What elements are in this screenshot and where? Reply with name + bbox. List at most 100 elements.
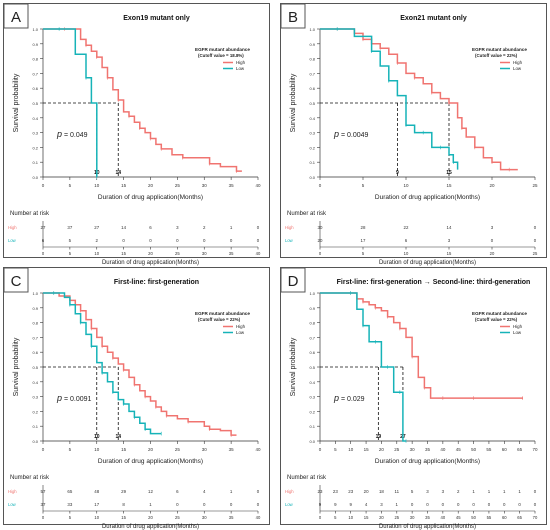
risk-count: 20 — [364, 489, 369, 494]
x-tick-label: 0 — [319, 183, 322, 188]
risk-x-axis-label: Duration of drug application(Months) — [379, 260, 476, 266]
chart-title: First-line: first-generation → Second-li… — [337, 279, 531, 286]
risk-count: 1 — [230, 489, 233, 494]
y-tick-label: 0.7 — [32, 335, 38, 340]
risk-x-tick-label: 35 — [229, 515, 234, 520]
risk-count: 0 — [457, 502, 460, 507]
y-axis-label: Survival probability — [290, 73, 297, 132]
x-tick-label: 0 — [42, 447, 45, 452]
y-tick-label: 0.8 — [309, 57, 315, 62]
y-tick-label: 0.6 — [309, 86, 315, 91]
y-tick-label: 0.1 — [309, 424, 315, 429]
median-label: 19 — [376, 434, 382, 440]
risk-count: 0 — [122, 238, 125, 243]
x-axis-label: Duration of drug application(Months) — [98, 194, 203, 201]
km-curve-high — [320, 292, 523, 399]
risk-x-tick-label: 35 — [425, 515, 430, 520]
km-curve-low — [43, 292, 162, 435]
legend-title: EGFR mutant abundance — [472, 47, 527, 52]
y-tick-label: 0.0 — [32, 439, 38, 444]
y-axis-label: Survival probability — [13, 337, 20, 396]
y-tick-label: 0.0 — [309, 175, 315, 180]
risk-x-axis-label: Duration of drug application(Months) — [102, 524, 199, 530]
km-curve-low — [320, 28, 459, 170]
risk-count: 2 — [457, 489, 460, 494]
y-axis-label: Survival probability — [290, 337, 297, 396]
y-tick-label: 1.0 — [309, 27, 315, 32]
risk-x-axis-label: Duration of drug application(Months) — [102, 260, 199, 266]
chart-title: Exon19 mutant only — [123, 15, 190, 22]
y-tick-label: 0.9 — [32, 42, 38, 47]
risk-count: 0 — [534, 238, 537, 243]
risk-x-tick-label: 0 — [319, 251, 322, 256]
risk-count: 18 — [379, 489, 384, 494]
risk-x-tick-label: 5 — [334, 515, 337, 520]
risk-x-tick-label: 0 — [42, 251, 45, 256]
risk-count: 12 — [148, 489, 153, 494]
risk-x-tick-label: 5 — [69, 251, 72, 256]
panel-border — [280, 3, 547, 258]
risk-count: 1 — [518, 489, 521, 494]
panel-border — [280, 267, 547, 525]
risk-x-tick-label: 35 — [229, 251, 234, 256]
y-tick-label: 0.6 — [309, 350, 315, 355]
x-tick-label: 55 — [486, 447, 492, 452]
risk-count: 0 — [534, 502, 537, 507]
risk-count: 14 — [447, 225, 452, 230]
risk-count: 3 — [176, 225, 179, 230]
x-tick-label: 25 — [175, 447, 181, 452]
risk-count: 65 — [67, 489, 72, 494]
y-tick-label: 0.2 — [32, 145, 38, 150]
risk-count: 0 — [149, 238, 152, 243]
y-tick-label: 0.4 — [32, 380, 38, 385]
risk-row-label: Low — [8, 502, 17, 507]
x-tick-label: 20 — [148, 183, 154, 188]
risk-count: 0 — [176, 502, 179, 507]
y-tick-label: 0.0 — [32, 175, 38, 180]
x-tick-label: 20 — [489, 183, 495, 188]
x-tick-label: 10 — [403, 183, 409, 188]
x-tick-label: 40 — [255, 447, 261, 452]
risk-x-tick-label: 25 — [533, 251, 538, 256]
panel-label-box — [3, 267, 29, 293]
risk-count: 1 — [230, 225, 233, 230]
x-tick-label: 15 — [364, 447, 370, 452]
x-tick-label: 10 — [94, 183, 100, 188]
y-tick-label: 0.3 — [32, 131, 38, 136]
risk-count: 0 — [503, 502, 506, 507]
risk-count: 3 — [426, 489, 429, 494]
risk-count: 0 — [442, 502, 445, 507]
y-tick-label: 0.7 — [32, 71, 38, 76]
risk-x-tick-label: 25 — [175, 251, 180, 256]
legend-entry: Low — [513, 66, 522, 71]
x-tick-label: 65 — [517, 447, 523, 452]
y-tick-label: 0.7 — [309, 335, 315, 340]
y-tick-label: 0.3 — [32, 395, 38, 400]
median-label: 10 — [94, 434, 100, 440]
risk-count: 9 — [334, 502, 337, 507]
legend-subtitle: (Cutoff value = 18.8%) — [198, 53, 244, 58]
risk-count: 1 — [503, 489, 506, 494]
risk-count: 4 — [365, 502, 368, 507]
risk-count: 0 — [230, 238, 233, 243]
risk-count: 3 — [491, 225, 494, 230]
x-tick-label: 70 — [532, 447, 538, 452]
legend-title: EGFR mutant abundance — [195, 311, 250, 316]
risk-count: 23 — [333, 489, 338, 494]
panel-a: A Exon19 mutant only 0.0 0.1 0.2 0.3 0.4 0.5 0.6… — [3, 3, 270, 266]
x-axis-label: Duration of drug application(Months) — [98, 458, 203, 465]
x-tick-label: 5 — [69, 447, 72, 452]
risk-x-tick-label: 0 — [42, 515, 45, 520]
risk-count: 1 — [488, 489, 491, 494]
x-tick-label: 20 — [148, 447, 154, 452]
p-value-label: p = 0.0091 — [56, 393, 92, 403]
risk-x-tick-label: 20 — [148, 251, 153, 256]
panel-label: A — [11, 9, 21, 26]
risk-count: 1 — [149, 502, 152, 507]
risk-x-tick-label: 30 — [410, 515, 415, 520]
risk-x-tick-label: 20 — [490, 251, 495, 256]
x-tick-label: 0 — [319, 447, 322, 452]
risk-count: 0 — [518, 502, 521, 507]
risk-x-tick-label: 10 — [348, 515, 353, 520]
risk-table-title: Number at risk — [287, 211, 327, 217]
